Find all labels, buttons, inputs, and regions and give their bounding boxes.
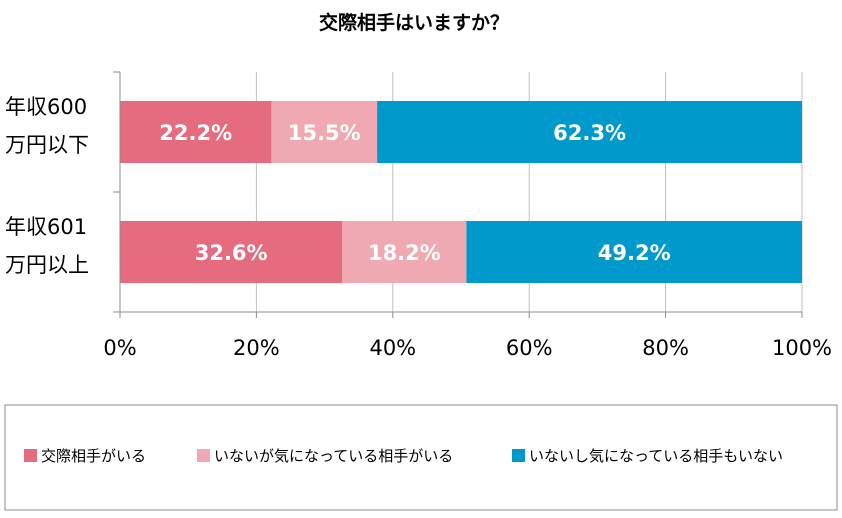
x-tick-label: 100% <box>772 336 832 360</box>
legend: 交際相手がいる いないが気になっている相手がいる いないし気になっている相手もいない <box>24 447 783 465</box>
x-tick-label: 40% <box>369 336 416 360</box>
x-tick-label: 80% <box>642 336 689 360</box>
legend-label: いないし気になっている相手もいない <box>529 447 783 465</box>
data-label: 32.6% <box>195 241 268 265</box>
x-tick-label: 20% <box>233 336 280 360</box>
x-tick-label: 0% <box>103 336 136 360</box>
data-label: 49.2% <box>598 241 671 265</box>
x-tick-label: 60% <box>506 336 553 360</box>
legend-label: いないが気になっている相手がいる <box>214 447 453 465</box>
category-label: 年収601 <box>5 215 87 239</box>
data-label: 18.2% <box>368 241 441 265</box>
data-label: 15.5% <box>288 121 361 145</box>
legend-swatch <box>24 449 37 462</box>
bar-segment <box>466 221 802 283</box>
data-label: 62.3% <box>553 121 626 145</box>
bars: 22.2% 15.5% 62.3% 32.6% 18.2% 49.2% <box>120 101 802 283</box>
bar-segment <box>271 101 378 163</box>
category-label: 万円以上 <box>5 253 89 277</box>
bar-segment <box>377 101 802 163</box>
legend-box <box>4 404 838 511</box>
category-label: 万円以下 <box>5 133 89 157</box>
data-label: 22.2% <box>159 121 232 145</box>
legend-swatch <box>512 449 525 462</box>
bar-segment <box>342 221 467 283</box>
legend-swatch <box>197 449 210 462</box>
bar-segment <box>120 221 343 283</box>
legend-label: 交際相手がいる <box>41 447 146 465</box>
chart-title: 交際相手はいますか？ <box>319 11 509 34</box>
category-label: 年収600 <box>5 95 87 119</box>
bar-segment <box>120 101 272 163</box>
